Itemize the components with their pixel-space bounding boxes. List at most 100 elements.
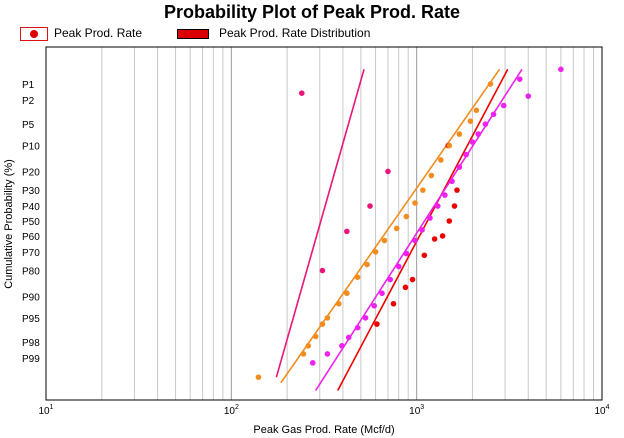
data-point-magenta [482, 121, 489, 127]
data-point-pink [344, 228, 350, 235]
y-tick-label: P30 [22, 186, 40, 197]
data-point-magenta [371, 302, 377, 309]
plot-frame [45, 46, 603, 401]
x-tick-labels: 101 102 103 104 [38, 404, 609, 417]
data-point-magenta [362, 315, 369, 321]
data-point-magenta [354, 324, 361, 331]
data-point-pink [367, 203, 373, 209]
grid-lines [101, 47, 595, 400]
data-point-orange [487, 81, 494, 87]
y-tick-label: P10 [22, 142, 40, 153]
fit-line-pink [275, 69, 365, 378]
data-point-orange [300, 351, 307, 357]
data-point-magenta [309, 360, 316, 366]
y-axis-title: Cumulative Probability (%) [3, 159, 15, 289]
data-point-orange [354, 274, 361, 280]
data-point-orange [364, 261, 370, 268]
y-tick-label: P5 [22, 120, 35, 131]
x-axis-title: Peak Gas Prod. Rate (Mcf/d) [253, 424, 394, 436]
data-point-magenta [419, 227, 425, 233]
data-point-magenta [475, 131, 482, 137]
data-point-pink [298, 90, 305, 97]
data-point-magenta [324, 351, 331, 357]
y-tick-label: P95 [22, 314, 40, 325]
data-point-magenta [490, 111, 497, 118]
data-point-orange [381, 237, 388, 244]
data-point-magenta [387, 276, 394, 283]
legend-marker-box [20, 27, 48, 41]
data-point-orange [473, 107, 480, 114]
data-point-pink [385, 168, 391, 175]
data-point-magenta [345, 334, 352, 341]
data-point-magenta [456, 164, 463, 170]
y-tick-labels: P1 P2 P5 P10 P20 P30 P40 P50 P60 P70 P80 P90 P95 P98 P… [22, 80, 40, 365]
data-point-red [431, 236, 438, 242]
y-tick-label: P2 [22, 96, 35, 107]
y-tick-label: P1 [22, 80, 35, 91]
data-point-orange [344, 290, 350, 297]
data-point-orange [446, 142, 453, 149]
legend-label-peak-prod-rate: Peak Prod. Rate [54, 26, 143, 40]
data-point-red [439, 233, 446, 239]
data-point-red [402, 284, 409, 291]
plot-area [46, 47, 602, 400]
x-tick-label: 102 [224, 404, 239, 417]
data-point-magenta [449, 178, 455, 185]
data-point-magenta [469, 139, 476, 145]
data-point-magenta [427, 215, 433, 221]
data-point-red [451, 203, 458, 209]
y-tick-label: P50 [22, 217, 40, 228]
data-point-magenta [463, 151, 469, 158]
data-point-orange [312, 333, 319, 340]
data-point-pink [319, 267, 326, 274]
data-point-magenta [412, 237, 418, 244]
data-point-red [374, 321, 380, 327]
data-point-magenta [442, 192, 448, 198]
data-point-orange [403, 213, 410, 220]
y-tick-label: P70 [22, 248, 40, 259]
data-point-magenta [395, 263, 402, 270]
data-point-red [390, 300, 397, 307]
legend-line-swatch [177, 29, 209, 39]
data-point-orange [324, 315, 331, 321]
data-point-orange [412, 200, 418, 206]
data-point-magenta [403, 250, 410, 257]
data-point-magenta [339, 343, 345, 349]
y-tick-label: P98 [22, 338, 40, 349]
y-tick-label: P20 [22, 167, 40, 178]
y-tick-label: P40 [22, 202, 40, 213]
data-point-orange [420, 187, 426, 193]
x-tick-label: 104 [594, 404, 609, 417]
data-point-orange [428, 172, 435, 179]
x-tick-label: 103 [409, 404, 424, 417]
y-tick-label: P60 [22, 232, 40, 243]
data-points [255, 66, 564, 380]
data-point-red [446, 218, 453, 224]
y-tick-label: P99 [22, 354, 40, 365]
data-point-magenta [525, 93, 532, 99]
data-point-red [421, 252, 428, 259]
fit-line-orange [280, 68, 501, 384]
data-point-orange [305, 343, 312, 349]
data-point-orange [438, 157, 444, 163]
chart-title: Probability Plot of Peak Prod. Rate [163, 2, 461, 22]
data-point-red [409, 276, 416, 283]
data-point-magenta [379, 290, 385, 297]
data-point-red [454, 187, 460, 193]
data-point-magenta [500, 102, 507, 109]
data-point-orange [467, 118, 474, 124]
x-tick-label: 101 [38, 404, 53, 417]
data-point-orange [372, 249, 379, 255]
data-point-orange [319, 321, 326, 327]
y-tick-label: P80 [22, 267, 40, 278]
data-point-magenta [516, 76, 523, 82]
data-point-magenta [558, 66, 564, 73]
data-point-orange [393, 225, 400, 232]
data-point-orange [456, 131, 463, 137]
legend-label-distribution: Peak Prod. Rate Distribution [219, 26, 371, 40]
data-point-orange [335, 300, 342, 307]
data-point-orange [255, 374, 262, 380]
data-point-magenta [434, 203, 441, 209]
y-tick-label: P90 [22, 292, 40, 303]
